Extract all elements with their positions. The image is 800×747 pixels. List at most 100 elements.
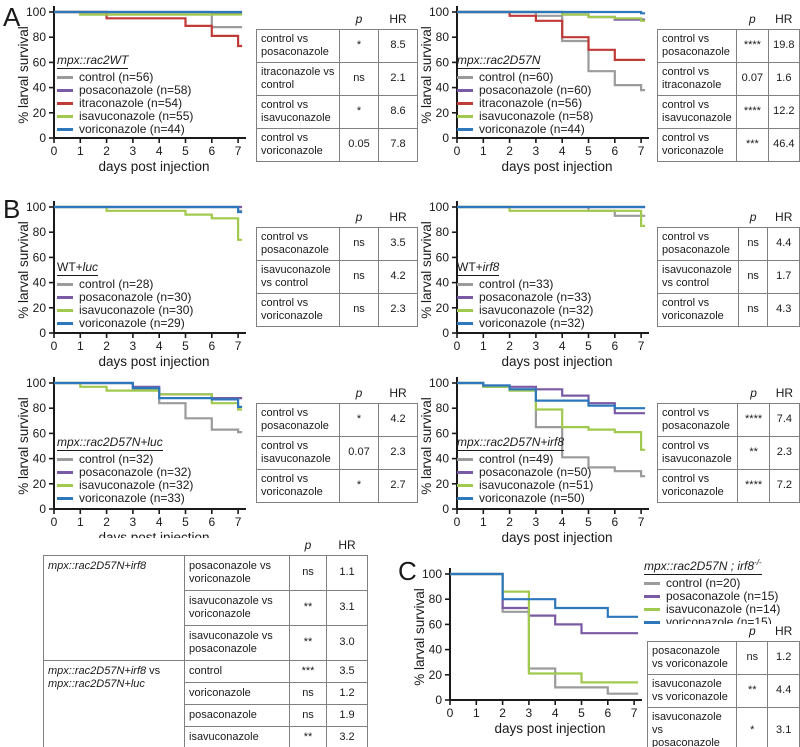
y-tick-label: 100 (26, 376, 46, 390)
p-value-header: p (355, 386, 363, 400)
hazard-ratio-cell: 7.8 (378, 127, 418, 162)
hazard-ratio-cell: 3.0 (326, 624, 368, 661)
legend-item-control: control (n=28) (57, 278, 193, 291)
table-row: control vs voriconazole **** 7.2 (656, 468, 800, 503)
text-segment: -/- (754, 558, 762, 567)
comparison-cell: control vs itraconazole (656, 61, 738, 96)
comparison-cell: itraconazole vs control (256, 61, 340, 96)
p-value-cell: ** (289, 589, 327, 626)
y-tick-label: 20 (33, 106, 47, 120)
header-spacer (257, 210, 340, 228)
table-row: control vs voriconazole ns 2.3 (256, 292, 418, 327)
comparison-cell: posaconazole vs voriconazole (184, 555, 290, 591)
table-row: control vs itraconazole 0.07 1.6 (656, 61, 800, 96)
x-tick-label: 3 (533, 339, 540, 353)
y-tick-label: 60 (436, 250, 450, 264)
p-value-cell: * (339, 468, 379, 503)
hazard-ratio-cell: 1.2 (326, 681, 368, 705)
table-header-row: p HR (257, 210, 418, 228)
legend-item-isavuconazole: isavuconazole (n=51) (457, 479, 593, 492)
y-tick-label: 80 (436, 401, 450, 415)
hazard-ratio-cell: 4.4 (767, 227, 800, 261)
legend-label: voriconazole (n=33) (79, 491, 185, 505)
legend-label: posaconazole (n=15) (666, 589, 779, 603)
y-tick-label: 80 (33, 30, 47, 44)
text-segment: mpx::rac2WT (57, 53, 129, 67)
legend-rac2d57n-irf8ko: mpx::rac2D57N ; irf8-/- control (n=20) pos… (644, 556, 780, 629)
y-tick-label: 40 (436, 276, 450, 290)
p-value-cell: * (339, 29, 379, 63)
x-tick-label: 0 (51, 339, 58, 353)
x-tick-label: 1 (480, 339, 487, 353)
legend-item-posaconazole: posaconazole (n=58) (57, 84, 193, 97)
table-row: control vs posaconazole ns 4.4 (657, 227, 800, 261)
legend-item-posaconazole: posaconazole (n=15) (644, 590, 780, 603)
y-tick-label: 60 (436, 426, 450, 440)
legend-label: isavuconazole (n=51) (479, 478, 594, 492)
y-tick-label: 60 (33, 250, 47, 264)
x-tick-label: 5 (578, 706, 585, 720)
legend-label: isavuconazole (n=30) (79, 303, 194, 317)
y-tick-label: 80 (436, 225, 450, 239)
x-tick-label: 0 (51, 144, 58, 158)
p-value-cell: **** (737, 468, 770, 503)
p-value-header: p (355, 210, 363, 224)
table-row: isavuconazole ** 3.2 (44, 725, 368, 747)
p-value-header: p (750, 386, 757, 400)
x-tick-label: 3 (533, 515, 540, 529)
y-tick-label: 60 (33, 426, 47, 440)
legend-item-posaconazole: posaconazole (n=50) (457, 466, 593, 479)
legend-label: posaconazole (n=50) (479, 465, 592, 479)
x-tick-label: 2 (506, 339, 513, 353)
y-tick-label: 60 (33, 55, 47, 69)
p-value-cell: ns (289, 703, 327, 727)
table-row: mpx::rac2D57N+irf8 vs mpx::rac2D57N+luc c… (43, 659, 368, 747)
legend-title: mpx::rac2D57N (457, 54, 541, 69)
table-row: control vs posaconazole * 8.5 (256, 29, 418, 63)
legend-label: control (n=32) (79, 452, 154, 466)
text-segment: luc (82, 260, 99, 274)
survival-chart-svg: 0 20 40 60 80 100 0 1 2 3 4 5 6 7 days post injection%… (16, 5, 246, 174)
y-tick-label: 0 (39, 131, 46, 145)
x-tick-label: 7 (631, 706, 638, 720)
hazard-ratio-cell: 1.6 (767, 61, 800, 96)
x-axis-label: days post injection (494, 721, 605, 736)
y-tick-label: 100 (26, 5, 46, 19)
p-value-cell: ns (737, 259, 769, 294)
hazard-ratio-cell: 8.6 (378, 94, 418, 129)
p-value-cell: *** (736, 127, 769, 162)
legend-swatch-itraconazole (457, 102, 473, 105)
survival-curve-isavuconazole (450, 572, 639, 684)
legend-item-isavuconazole: isavuconazole (n=32) (57, 479, 193, 492)
legend-title: mpx::rac2WT (57, 53, 129, 69)
legend-label: isavuconazole (n=55) (79, 109, 194, 123)
legend-item-isavuconazole: isavuconazole (n=32) (457, 304, 593, 317)
p-value-cell: 0.05 (339, 127, 379, 162)
hazard-ratio-cell: 3.5 (326, 659, 368, 683)
legend-wt-luc: WT+luc control (n=28) posaconazole (n=30) i… (57, 261, 193, 330)
legend-rac2d57n-luc: mpx::rac2D57N+luc control (n=32) posaconaz… (57, 436, 193, 505)
y-tick-label: 40 (436, 452, 450, 466)
header-spacer (257, 12, 340, 30)
x-tick-label: 1 (473, 706, 480, 720)
legend-label: posaconazole (n=60) (479, 83, 592, 97)
table-row: control vs posaconazole **** 19.8 (656, 29, 800, 63)
x-tick-label: 1 (480, 515, 487, 529)
comparison-cell: voriconazole (184, 681, 290, 705)
p-value-cell: **** (737, 403, 770, 437)
legend-rac2d57n-irf8: mpx::rac2D57N+irf8 control (n=49) posacona… (457, 436, 593, 505)
x-tick-label: 0 (454, 144, 461, 158)
legend-label: isavuconazole (n=14) (666, 602, 781, 616)
x-tick-label: 6 (208, 144, 215, 158)
table-row: control vs isavuconazole ** 2.3 (656, 435, 800, 470)
legend-swatch-posaconazole (57, 89, 73, 92)
legend-title: WT+luc (57, 260, 99, 276)
text-segment: mpx::rac2D57N+luc (57, 435, 163, 449)
comparison-cell: isavuconazole vs posaconazole (184, 624, 290, 661)
survival-curve-posaconazole (450, 572, 639, 635)
p-value-header: p (748, 624, 756, 638)
y-tick-label: 80 (33, 225, 47, 239)
p-value-cell: ** (289, 725, 327, 747)
table-row: control vs voriconazole *** 46.4 (656, 127, 800, 162)
legend-swatch-control (457, 76, 473, 79)
